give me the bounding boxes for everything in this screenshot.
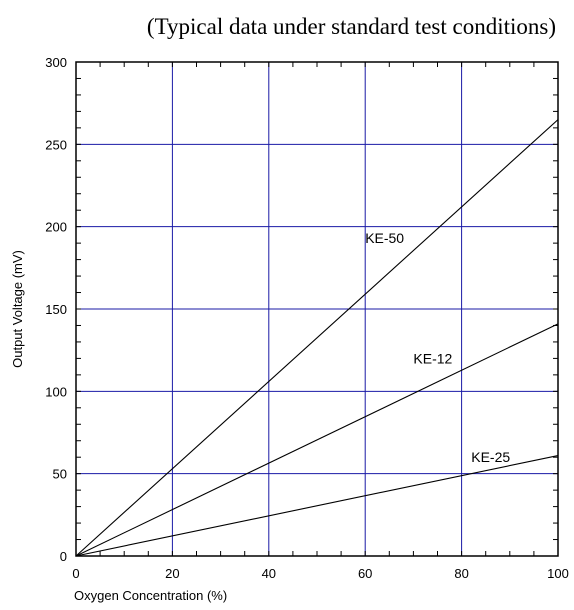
series-label-ke-25: KE-25 xyxy=(471,449,510,465)
x-axis-label: Oxygen Concentration (%) xyxy=(74,588,227,603)
x-tick-label: 0 xyxy=(72,566,79,581)
y-tick-label: 200 xyxy=(45,220,67,235)
series-lines xyxy=(75,119,559,557)
x-tick-label: 80 xyxy=(454,566,468,581)
tick-labels: 0 20 40 60 80 100 0 50 100 150 200 250 300 xyxy=(45,55,569,581)
y-tick-label: 50 xyxy=(53,467,67,482)
y-tick-label: 100 xyxy=(45,384,67,399)
series-line-ke-25 xyxy=(75,455,559,557)
y-tick-label: 0 xyxy=(60,549,67,564)
series-label-ke-12: KE-12 xyxy=(413,350,452,366)
chart-subtitle: (Typical data under standard test condit… xyxy=(146,14,556,39)
x-tick-label: 20 xyxy=(165,566,179,581)
axis-ticks xyxy=(75,61,559,557)
grid-lines xyxy=(76,62,558,556)
series-line-ke-12 xyxy=(75,323,559,557)
y-axis-label: Output Voltage (mV) xyxy=(10,250,25,368)
y-tick-label: 300 xyxy=(45,55,67,70)
y-tick-label: 150 xyxy=(45,302,67,317)
series-labels: KE-50 KE-12 KE-25 xyxy=(365,230,510,465)
y-tick-label: 250 xyxy=(45,137,67,152)
series-label-ke-50: KE-50 xyxy=(365,230,404,246)
x-tick-label: 100 xyxy=(547,566,569,581)
x-tick-label: 40 xyxy=(262,566,276,581)
x-tick-label: 60 xyxy=(358,566,372,581)
series-line-ke-50 xyxy=(75,119,559,557)
